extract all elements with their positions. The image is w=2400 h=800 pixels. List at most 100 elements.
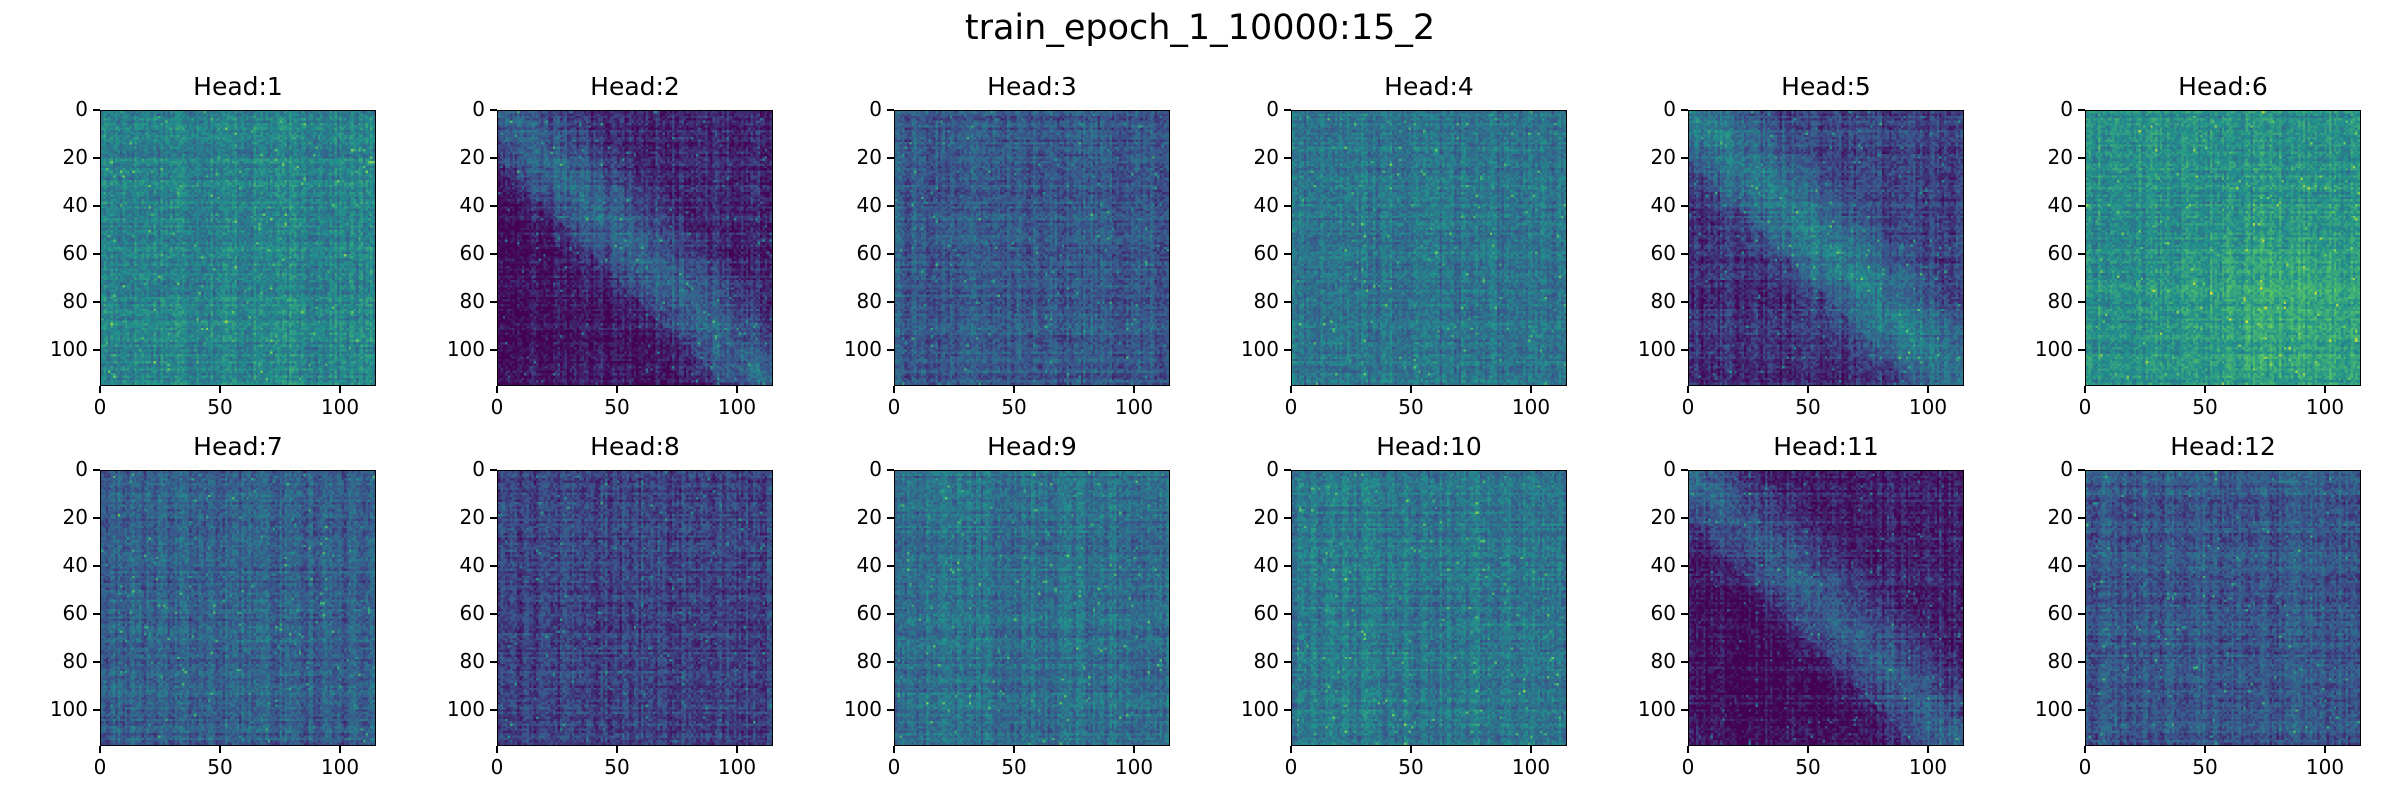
y-tick-label: 80 [2047,649,2073,673]
x-tick-label: 0 [887,395,901,419]
y-tick-label: 80 [62,289,88,313]
x-tick-label: 0 [1681,755,1695,779]
y-tick-label: 0 [1266,97,1279,121]
x-tick-mark [2204,386,2206,393]
y-tick-label: 100 [1637,337,1676,361]
x-tick-mark [1290,386,1292,393]
y-tick-label: 60 [2047,241,2073,265]
x-tick-mark [2084,386,2086,393]
y-tick-mark [887,469,894,471]
y-tick-label: 100 [843,697,882,721]
y-tick-mark [93,301,100,303]
y-tick-mark [490,349,497,351]
x-tick-label: 100 [1114,395,1154,419]
panel-title: Head:2 [590,72,680,101]
y-tick-label: 80 [1253,649,1279,673]
y-tick-label: 20 [2047,145,2073,169]
y-tick-label: 80 [1650,289,1676,313]
y-tick-mark [1681,565,1688,567]
attention-heatmap [2085,110,2361,386]
y-tick-mark [1681,349,1688,351]
x-tick-label: 50 [604,395,630,419]
x-tick-label: 50 [1001,755,1027,779]
y-tick-mark [887,517,894,519]
panel-title: Head:5 [1781,72,1871,101]
y-tick-mark [1284,613,1291,615]
x-tick-mark [2204,746,2206,753]
x-tick-mark [1807,386,1809,393]
attention-heatmap [497,110,773,386]
y-tick-mark [1681,469,1688,471]
y-tick-label: 20 [459,145,485,169]
x-tick-mark [1687,386,1689,393]
x-tick-mark [736,746,738,753]
y-tick-mark [1681,661,1688,663]
y-tick-mark [93,613,100,615]
x-tick-mark [1133,386,1135,393]
y-tick-label: 60 [459,241,485,265]
y-tick-label: 0 [75,457,88,481]
y-tick-label: 100 [446,337,485,361]
y-tick-mark [490,157,497,159]
panel-title: Head:7 [193,432,283,461]
y-tick-mark [2078,469,2085,471]
x-tick-label: 0 [490,395,504,419]
y-tick-label: 20 [459,505,485,529]
attention-heatmap [1291,110,1567,386]
y-tick-mark [887,709,894,711]
y-tick-label: 100 [446,697,485,721]
y-tick-label: 100 [1637,697,1676,721]
y-tick-mark [1284,157,1291,159]
y-tick-mark [93,709,100,711]
x-tick-label: 0 [887,755,901,779]
panel-title: Head:4 [1384,72,1474,101]
attention-heatmap [1688,110,1964,386]
y-tick-label: 60 [1253,241,1279,265]
x-tick-label: 100 [320,395,360,419]
x-tick-label: 50 [207,395,233,419]
y-tick-label: 100 [49,337,88,361]
x-tick-mark [616,746,618,753]
x-tick-label: 100 [1511,755,1551,779]
y-tick-mark [490,517,497,519]
x-tick-label: 50 [1398,755,1424,779]
x-tick-label: 50 [1398,395,1424,419]
attention-heatmap [2085,470,2361,746]
y-tick-mark [490,469,497,471]
y-tick-mark [490,253,497,255]
y-tick-label: 20 [1650,145,1676,169]
y-tick-mark [1284,709,1291,711]
x-tick-label: 50 [1795,395,1821,419]
y-tick-mark [2078,205,2085,207]
y-tick-label: 0 [2060,457,2073,481]
y-tick-mark [887,301,894,303]
y-tick-mark [1284,301,1291,303]
y-tick-label: 40 [856,553,882,577]
y-tick-mark [2078,301,2085,303]
y-tick-label: 60 [856,601,882,625]
y-tick-mark [887,661,894,663]
y-tick-label: 80 [459,649,485,673]
y-tick-mark [1681,301,1688,303]
x-tick-mark [2324,746,2326,753]
y-tick-mark [490,709,497,711]
x-tick-mark [1410,746,1412,753]
y-tick-label: 40 [459,193,485,217]
x-tick-label: 100 [320,755,360,779]
x-tick-label: 100 [717,395,757,419]
y-tick-mark [2078,517,2085,519]
x-tick-label: 0 [490,755,504,779]
y-tick-mark [93,157,100,159]
x-tick-mark [893,746,895,753]
y-tick-label: 80 [459,289,485,313]
y-tick-label: 0 [2060,97,2073,121]
y-tick-label: 80 [1650,649,1676,673]
y-tick-mark [1284,661,1291,663]
x-tick-mark [1927,746,1929,753]
x-tick-mark [1530,746,1532,753]
y-tick-mark [1681,253,1688,255]
x-tick-mark [1807,746,1809,753]
panel-title: Head:3 [987,72,1077,101]
x-tick-label: 100 [1511,395,1551,419]
panel-title: Head:9 [987,432,1077,461]
